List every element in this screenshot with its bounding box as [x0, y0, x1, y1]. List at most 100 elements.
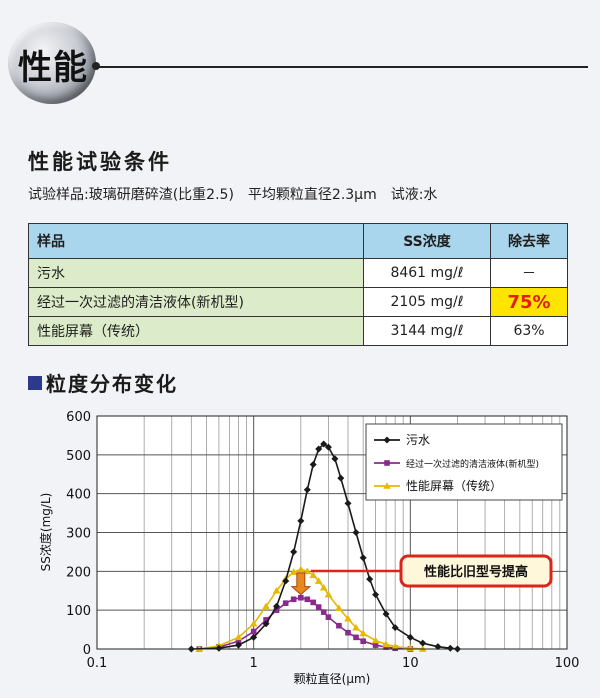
- series-point: [282, 600, 289, 606]
- series-point: [371, 636, 380, 644]
- table-row: 污水 8461 mg/ℓ －: [28, 258, 568, 288]
- header-rule: [96, 66, 588, 68]
- cell-ss: 2105 mg/ℓ: [363, 287, 491, 317]
- series-point: [290, 596, 297, 603]
- series-point: [324, 443, 332, 451]
- series-point: [262, 602, 270, 610]
- series-point: [331, 455, 339, 463]
- series-line: [191, 442, 458, 650]
- condition-particle: 平均颗粒直径2.3μm: [247, 187, 377, 203]
- series-point: [352, 623, 360, 631]
- cell-removal: －: [490, 258, 568, 288]
- y-axis-label: SS浓度(mg/L): [38, 493, 53, 572]
- y-tick-label: 500: [66, 449, 91, 464]
- series-point: [298, 594, 304, 601]
- y-tick-label: 600: [66, 410, 91, 425]
- legend-label: 性能屏幕（传统）: [406, 478, 502, 493]
- condition-sample: 试验样品:玻璃研磨碎渣(比重2.5): [28, 187, 234, 203]
- legend-label: 经过一次过滤的清洁液体(新机型): [406, 458, 539, 470]
- series-point: [359, 554, 367, 562]
- series-point: [383, 436, 391, 444]
- series-point: [434, 643, 442, 651]
- series-point: [344, 499, 352, 507]
- series-point: [384, 460, 390, 466]
- series-point: [234, 641, 242, 649]
- series-point: [419, 639, 427, 647]
- series-point: [297, 517, 305, 525]
- series-point: [262, 620, 270, 628]
- cell-removal: 63%: [490, 316, 568, 346]
- series-point: [391, 624, 399, 632]
- page-title: 性能: [18, 48, 88, 88]
- square-bullet-icon: [28, 376, 42, 390]
- header-ss: SS浓度: [363, 223, 491, 259]
- y-tick-label: 200: [66, 565, 91, 580]
- series-point: [325, 614, 332, 620]
- series-point: [309, 571, 318, 579]
- y-tick-label: 300: [66, 527, 91, 542]
- series-point: [273, 607, 280, 613]
- annotation: 性能比旧型号提高: [290, 554, 553, 596]
- series-point: [336, 622, 342, 629]
- series-point: [352, 529, 360, 536]
- cell-sample: 性能屏幕（传统）: [28, 316, 364, 346]
- header-removal: 除去率: [490, 223, 568, 259]
- series-point: [315, 604, 322, 610]
- series-point: [282, 577, 290, 585]
- series-point: [320, 440, 328, 448]
- table-row: 性能屏幕（传统） 3144 mg/ℓ 63%: [28, 316, 568, 346]
- series-point: [303, 567, 312, 575]
- series-point: [382, 640, 390, 648]
- distribution-title-text: 粒度分布变化: [46, 372, 178, 396]
- series-point: [249, 619, 258, 627]
- series-point: [289, 568, 298, 575]
- series-point: [360, 638, 366, 645]
- series-point: [320, 609, 327, 615]
- series-point: [372, 591, 380, 599]
- series-point: [314, 577, 323, 584]
- plot-frame: [96, 415, 568, 650]
- table-header-row: 样品 SS浓度 除去率: [28, 223, 568, 259]
- series-point: [304, 596, 311, 603]
- cell-sample: 污水: [28, 258, 364, 288]
- series-point: [337, 474, 345, 482]
- series-point: [446, 644, 454, 652]
- x-tick-label: 0.1: [87, 656, 108, 671]
- series-point: [263, 617, 269, 623]
- condition-liquid: 试液:水: [390, 187, 438, 203]
- series-point: [382, 610, 390, 618]
- x-axis-label: 颗粒直径(μm): [294, 671, 371, 686]
- series-point: [345, 629, 351, 636]
- conditions-text: 试验样品:玻璃研磨碎渣(比重2.5) 平均颗粒直径2.3μm 试液:水: [28, 184, 451, 204]
- series-point: [372, 642, 379, 648]
- series-point: [391, 642, 399, 650]
- x-tick-label: 10: [402, 656, 419, 671]
- annotation-text: 性能比旧型号提高: [424, 564, 528, 580]
- x-tick-label: 1: [250, 656, 258, 671]
- series-point: [272, 586, 281, 594]
- series-point: [303, 486, 311, 494]
- series-point: [366, 575, 374, 583]
- series-point: [353, 634, 359, 641]
- series-point: [290, 548, 298, 556]
- legend-box: [365, 423, 563, 501]
- x-ticks: 0.1 1 10 100: [87, 656, 580, 671]
- series-point: [359, 629, 367, 637]
- series-point: [344, 614, 352, 622]
- cell-sample: 经过一次过滤的清洁液体(新机型): [28, 287, 364, 317]
- series-point: [215, 644, 223, 652]
- series-point: [383, 482, 391, 489]
- section-badge: [8, 22, 96, 104]
- performance-table: 样品 SS浓度 除去率 污水 8461 mg/ℓ － 经过一次过滤的清洁液体(新…: [28, 223, 568, 346]
- series-point: [335, 604, 343, 612]
- cell-ss: 8461 mg/ℓ: [363, 258, 491, 288]
- series-point: [297, 565, 305, 573]
- series-point: [273, 602, 281, 610]
- series-point: [310, 599, 317, 606]
- y-tick-label: 400: [66, 488, 91, 503]
- table-row: 经过一次过滤的清洁液体(新机型) 2105 mg/ℓ 75%: [28, 287, 568, 317]
- series-point: [235, 638, 242, 645]
- conditions-title: 性能试验条件: [28, 150, 172, 174]
- series-point: [315, 445, 323, 453]
